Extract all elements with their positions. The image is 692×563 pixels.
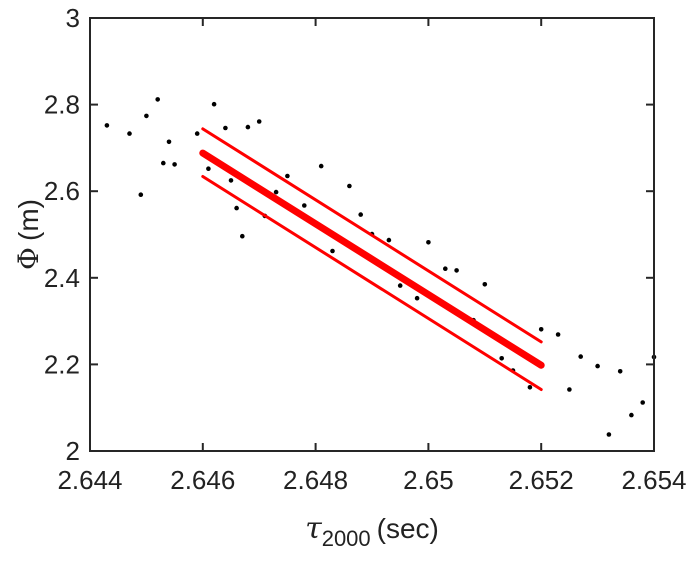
scatter-point [555,332,561,337]
scatter-point [228,178,234,183]
scatter-point [499,356,505,361]
scatter-point [194,131,200,136]
fit-lines [199,127,545,392]
y-axis-label: Φ (m) [12,199,45,270]
scatter-point [240,233,245,239]
y-axis-symbol: Φ [12,247,45,270]
scatter-point [245,124,251,130]
scatter-point [285,173,290,179]
scatter-point [211,101,217,107]
scatter-point [482,282,488,287]
scatter-point [138,192,144,197]
scatter-point [606,432,612,437]
scatter-point [414,295,420,301]
x-axis-label: τ2000 (sec) [305,511,439,551]
x-axis-unit: (sec) [377,513,439,544]
scatter-point [172,162,177,167]
scatter-point [166,139,172,145]
scatter-point [426,240,431,245]
x-tick-label: 2.65 [403,465,454,495]
y-tick-label: 2.4 [44,263,80,293]
scatter-point [104,123,110,128]
scatter-point [330,248,335,254]
x-axis-symbol: τ [305,511,322,546]
x-tick-label: 2.646 [170,465,235,495]
scatter-point [223,125,228,131]
fit-line [199,149,545,369]
y-tick-label: 3 [66,3,80,33]
scatter-point [443,266,448,272]
scatter-point [454,268,459,273]
y-tick-label: 2.8 [44,90,80,120]
scatter-point [595,363,600,369]
x-tick-label: 2.644 [57,465,122,495]
plot-frame [89,17,655,452]
scatter-point [578,354,583,359]
confidence-band-line [201,127,543,344]
scatter-point [144,113,149,119]
scatter-point [256,119,262,124]
y-tick-label: 2.6 [44,176,80,206]
scatter-points [104,97,657,437]
scatter-point [617,369,623,374]
scatter-point [397,283,403,288]
x-axis-subscript: 2000 [322,526,371,551]
scatter-point [273,189,279,195]
y-axis-unit: (m) [13,199,44,241]
confidence-band-line [201,174,543,392]
scatter-point [234,205,239,211]
scatter-point [629,412,634,418]
axis-ticks: 2.644 2.646 2.648 2.65 2.652 2.654 2 2.2 2.4 2.6 2… [44,3,687,495]
x-tick-label: 2.652 [509,465,574,495]
scatter-point [127,131,132,136]
scatter-point [538,327,544,332]
scatter-point [386,237,392,243]
y-tick-label: 2 [66,436,80,466]
scatter-point [358,212,364,217]
x-tick-label: 2.654 [621,465,686,495]
scatter-point [318,163,324,169]
scatter-point [640,400,645,405]
scatter-point [161,160,166,166]
scatter-point [527,385,533,390]
scatter-point [567,387,572,392]
scatter-point [347,183,352,189]
scatter-point [302,203,307,208]
scatter-point [206,166,211,171]
y-tick-label: 2.2 [44,349,80,379]
x-tick-label: 2.648 [283,465,348,495]
scatter-point [155,97,160,102]
